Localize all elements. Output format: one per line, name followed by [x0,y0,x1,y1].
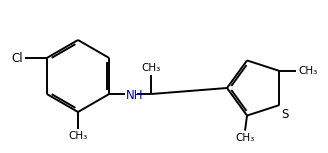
Text: CH₃: CH₃ [298,66,318,76]
Text: CH₃: CH₃ [68,131,88,141]
Text: CH₃: CH₃ [142,63,161,73]
Text: Cl: Cl [11,52,23,65]
Text: NH: NH [126,88,144,101]
Text: S: S [281,108,289,121]
Text: CH₃: CH₃ [236,133,255,143]
